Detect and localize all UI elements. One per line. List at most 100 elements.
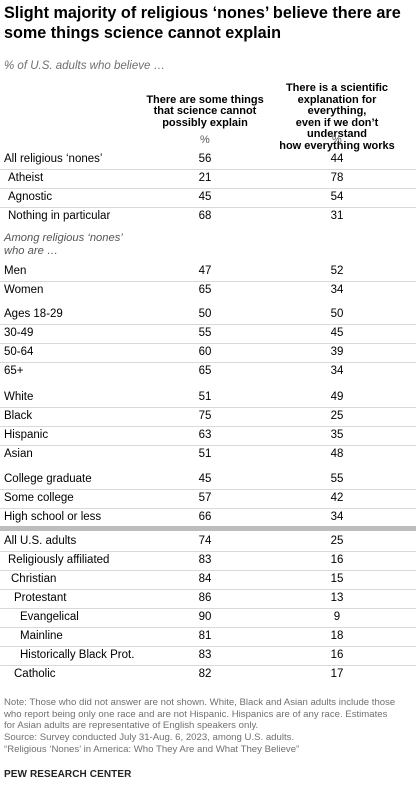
- row-separator: [0, 281, 416, 282]
- note-line-1: Note: Those who did not answer are not s…: [4, 697, 396, 708]
- row-separator: [0, 324, 416, 325]
- table-row: 50-64 60 39: [0, 343, 420, 362]
- row-label: Evangelical: [20, 611, 79, 623]
- value-cannot-explain: 45: [198, 191, 212, 203]
- value-scientific-explanation: 16: [330, 554, 344, 566]
- title-line-2: some things science cannot explain: [4, 24, 282, 42]
- unit-label-col2: %: [332, 134, 342, 146]
- value-scientific-explanation: 42: [330, 492, 344, 504]
- row-label: 30-49: [4, 327, 34, 339]
- row-separator: [0, 188, 416, 189]
- col1-line-1: There are some things: [146, 93, 264, 106]
- row-label: Women: [4, 284, 44, 296]
- source-line: Source: Survey conducted July 31-Aug. 6,…: [4, 732, 295, 744]
- col2-line-4: how everything works: [279, 139, 395, 152]
- table-row: All religious ‘nones’ 56 44: [0, 150, 420, 169]
- value-scientific-explanation: 25: [330, 535, 344, 547]
- value-scientific-explanation: 25: [330, 410, 344, 422]
- row-label: Christian: [11, 573, 57, 585]
- row-label: Black: [4, 410, 33, 422]
- row-separator: [0, 426, 416, 427]
- row-label: All religious ‘nones’: [4, 153, 103, 165]
- value-cannot-explain: 21: [198, 172, 212, 184]
- row-label: White: [4, 391, 34, 403]
- value-cannot-explain: 65: [198, 365, 212, 377]
- report-title-line: “Religious ‘Nones’ in America: Who They …: [4, 743, 300, 755]
- value-scientific-explanation: 34: [330, 511, 344, 523]
- value-cannot-explain: 75: [198, 410, 212, 422]
- value-scientific-explanation: 34: [330, 284, 344, 296]
- table-row: Nothing in particular 68 31: [0, 207, 420, 226]
- table-row: Religiously affiliated 83 16: [0, 551, 420, 570]
- table-row: Historically Black Prot. 83 16: [0, 646, 420, 665]
- table-row: Men 47 52: [0, 262, 420, 281]
- row-separator: [0, 627, 416, 628]
- value-scientific-explanation: 45: [330, 327, 344, 339]
- col2-line-3: even if we don’t understand: [295, 116, 379, 140]
- table-row: All U.S. adults 74 25: [0, 532, 420, 551]
- table-row: Catholic 82 17: [0, 665, 420, 684]
- value-scientific-explanation: 17: [330, 668, 344, 680]
- row-label: 65+: [4, 365, 24, 377]
- row-separator: [0, 362, 416, 363]
- value-scientific-explanation: 44: [330, 153, 344, 165]
- value-scientific-explanation: 78: [330, 172, 344, 184]
- value-cannot-explain: 74: [198, 535, 212, 547]
- value-cannot-explain: 51: [198, 391, 212, 403]
- table-row: Hispanic 63 35: [0, 426, 420, 445]
- value-scientific-explanation: 15: [330, 573, 344, 585]
- table-row: High school or less 66 34: [0, 508, 420, 527]
- value-scientific-explanation: 35: [330, 429, 344, 441]
- value-cannot-explain: 50: [198, 308, 212, 320]
- value-cannot-explain: 63: [198, 429, 212, 441]
- value-scientific-explanation: 52: [330, 265, 344, 277]
- row-label: Historically Black Prot.: [20, 649, 135, 661]
- value-cannot-explain: 66: [198, 511, 212, 523]
- row-separator: [0, 646, 416, 647]
- value-cannot-explain: 56: [198, 153, 212, 165]
- value-cannot-explain: 82: [198, 668, 212, 680]
- table-row: Mainline 81 18: [0, 627, 420, 646]
- row-label: Catholic: [14, 668, 56, 680]
- value-cannot-explain: 47: [198, 265, 212, 277]
- unit-label-col1: %: [200, 134, 210, 146]
- row-label: Hispanic: [4, 429, 49, 441]
- value-cannot-explain: 60: [198, 346, 212, 358]
- value-scientific-explanation: 31: [330, 210, 344, 222]
- value-scientific-explanation: 55: [330, 473, 344, 485]
- table-row: Some college 57 42: [0, 489, 420, 508]
- chart-title: Slight majority of religious ‘nones’ bel…: [4, 3, 416, 43]
- row-label: High school or less: [4, 511, 102, 523]
- value-scientific-explanation: 54: [330, 191, 344, 203]
- table-row: White 51 49: [0, 388, 420, 407]
- value-scientific-explanation: 39: [330, 346, 344, 358]
- table-row: Atheist 21 78: [0, 169, 420, 188]
- row-separator: [0, 169, 416, 170]
- value-scientific-explanation: 18: [330, 630, 344, 642]
- row-label: Nothing in particular: [8, 210, 111, 222]
- table-row: Asian 51 48: [0, 445, 420, 464]
- row-separator: [0, 551, 416, 552]
- row-separator: [0, 207, 416, 208]
- row-label: Men: [4, 265, 27, 277]
- section-label-line-2: who are …: [4, 245, 59, 257]
- note-line-2: who report being only one race and are n…: [4, 708, 388, 720]
- value-scientific-explanation: 13: [330, 592, 344, 604]
- value-scientific-explanation: 16: [330, 649, 344, 661]
- value-cannot-explain: 83: [198, 554, 212, 566]
- value-scientific-explanation: 49: [330, 391, 344, 403]
- chart-subtitle: % of U.S. adults who believe …: [4, 60, 166, 72]
- row-label: College graduate: [4, 473, 92, 485]
- title-line-1: Slight majority of religious ‘nones’ bel…: [4, 4, 401, 22]
- row-separator: [0, 489, 416, 490]
- row-separator: [0, 407, 416, 408]
- row-label: Atheist: [8, 172, 44, 184]
- row-label: Ages 18-29: [4, 308, 63, 320]
- table-row: Evangelical 90 9: [0, 608, 420, 627]
- col2-line-1: There is a scientific: [285, 82, 389, 94]
- value-scientific-explanation: 50: [330, 308, 344, 320]
- table-row: Christian 84 15: [0, 570, 420, 589]
- value-scientific-explanation: 34: [330, 365, 344, 377]
- section-label-nones-who-are: Among religious ‘nones’ who are …: [4, 232, 123, 258]
- col2-line-2: explanation for everything,: [297, 93, 377, 117]
